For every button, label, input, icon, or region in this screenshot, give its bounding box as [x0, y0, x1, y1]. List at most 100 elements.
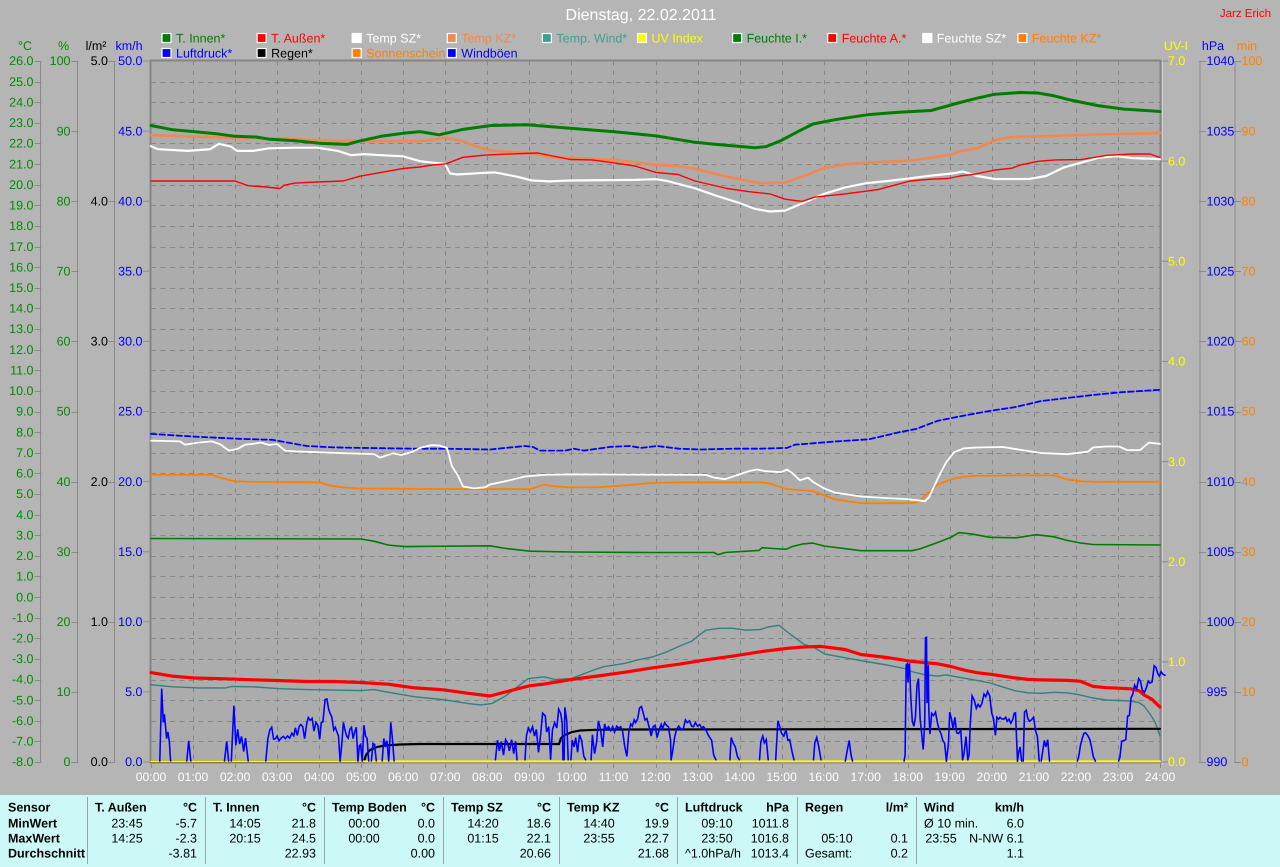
svg-text:30: 30 — [57, 545, 71, 559]
svg-text:Temp SZ: Temp SZ — [451, 801, 503, 815]
svg-text:1020: 1020 — [1207, 335, 1235, 349]
svg-text:4.0: 4.0 — [91, 194, 108, 208]
svg-text:21.0: 21.0 — [9, 157, 33, 171]
svg-text:25.0: 25.0 — [118, 405, 142, 419]
svg-text:19.0: 19.0 — [9, 199, 33, 213]
svg-text:12:00: 12:00 — [640, 770, 671, 784]
svg-text:Feuchte A.*: Feuchte A.* — [842, 32, 907, 46]
svg-text:1.0: 1.0 — [1168, 655, 1185, 669]
svg-text:0.1: 0.1 — [891, 832, 908, 846]
svg-text:-3.0: -3.0 — [12, 652, 34, 666]
svg-text:Temp KZ: Temp KZ — [567, 801, 620, 815]
svg-text:5.0: 5.0 — [16, 487, 33, 501]
svg-text:1013.4: 1013.4 — [751, 847, 789, 861]
svg-text:20: 20 — [57, 615, 71, 629]
svg-text:14.0: 14.0 — [9, 302, 33, 316]
svg-text:22.1: 22.1 — [527, 832, 551, 846]
svg-text:-6.0: -6.0 — [12, 714, 34, 728]
svg-text:Wind: Wind — [924, 801, 954, 815]
svg-text:19:00: 19:00 — [935, 770, 966, 784]
svg-text:^1.0hPa/h: ^1.0hPa/h — [685, 847, 741, 861]
svg-text:40: 40 — [57, 475, 71, 489]
svg-text:-2.3: -2.3 — [175, 832, 197, 846]
svg-text:11.0: 11.0 — [10, 364, 33, 378]
svg-text:3.0: 3.0 — [91, 335, 108, 349]
svg-text:09:10: 09:10 — [701, 817, 732, 831]
svg-text:14:20: 14:20 — [467, 817, 498, 831]
svg-text:08:00: 08:00 — [472, 770, 503, 784]
svg-text:20.66: 20.66 — [520, 847, 551, 861]
svg-text:-2.0: -2.0 — [12, 632, 34, 646]
svg-text:24.0: 24.0 — [9, 95, 33, 109]
svg-text:02:00: 02:00 — [220, 770, 251, 784]
svg-text:1005: 1005 — [1207, 545, 1235, 559]
svg-text:09:00: 09:00 — [514, 770, 545, 784]
svg-text:0.0: 0.0 — [418, 817, 435, 831]
svg-text:4.0: 4.0 — [1168, 355, 1185, 369]
svg-text:01:15: 01:15 — [467, 832, 498, 846]
svg-text:15:00: 15:00 — [766, 770, 797, 784]
svg-text:6.0: 6.0 — [1007, 817, 1024, 831]
svg-text:13.0: 13.0 — [9, 322, 33, 336]
svg-text:l/m²: l/m² — [86, 39, 107, 53]
svg-text:22.93: 22.93 — [285, 847, 316, 861]
svg-text:30: 30 — [1242, 545, 1256, 559]
svg-text:80: 80 — [57, 194, 71, 208]
svg-text:15.0: 15.0 — [9, 281, 33, 295]
svg-text:km/h: km/h — [995, 801, 1024, 815]
svg-text:20.0: 20.0 — [9, 178, 33, 192]
svg-text:0: 0 — [1242, 755, 1249, 769]
svg-text:45.0: 45.0 — [118, 124, 142, 138]
svg-text:90: 90 — [1242, 124, 1256, 138]
svg-text:0.2: 0.2 — [891, 847, 908, 861]
svg-text:23:55: 23:55 — [583, 832, 614, 846]
svg-text:T. Außen*: T. Außen* — [271, 32, 325, 46]
svg-text:UV-I: UV-I — [1164, 39, 1188, 53]
svg-text:60: 60 — [57, 335, 71, 349]
svg-text:-7.0: -7.0 — [12, 735, 34, 749]
svg-text:-3.81: -3.81 — [169, 847, 198, 861]
svg-text:90: 90 — [57, 124, 71, 138]
svg-text:1016.8: 1016.8 — [751, 832, 789, 846]
svg-text:17:00: 17:00 — [850, 770, 881, 784]
svg-text:14:25: 14:25 — [111, 832, 142, 846]
svg-text:50.0: 50.0 — [118, 54, 142, 68]
svg-text:0.0: 0.0 — [16, 590, 33, 604]
svg-text:00:00: 00:00 — [348, 817, 379, 831]
svg-text:0: 0 — [64, 755, 71, 769]
svg-text:17.0: 17.0 — [9, 240, 33, 254]
svg-text:1030: 1030 — [1207, 194, 1235, 208]
svg-text:0.0: 0.0 — [418, 832, 435, 846]
svg-text:°C: °C — [18, 39, 32, 53]
svg-text:Temp Boden: Temp Boden — [332, 801, 407, 815]
svg-text:Feuchte I.*: Feuchte I.* — [747, 32, 808, 46]
svg-text:23:50: 23:50 — [701, 832, 732, 846]
svg-text:5.0: 5.0 — [125, 685, 142, 699]
svg-text:-4.0: -4.0 — [12, 673, 34, 687]
svg-text:20: 20 — [1242, 615, 1256, 629]
svg-text:N-NW 6.1: N-NW 6.1 — [969, 832, 1024, 846]
svg-text:10.0: 10.0 — [9, 384, 33, 398]
svg-text:°C: °C — [537, 801, 551, 815]
svg-text:12.0: 12.0 — [9, 343, 33, 357]
svg-text:07:00: 07:00 — [430, 770, 461, 784]
svg-text:2.0: 2.0 — [1168, 555, 1185, 569]
svg-text:00:00: 00:00 — [136, 770, 167, 784]
svg-text:%: % — [58, 39, 69, 53]
svg-text:01:00: 01:00 — [178, 770, 209, 784]
svg-text:Feuchte KZ*: Feuchte KZ* — [1032, 32, 1102, 46]
svg-text:°C: °C — [183, 801, 197, 815]
svg-text:14:00: 14:00 — [724, 770, 755, 784]
svg-text:00:00: 00:00 — [348, 832, 379, 846]
svg-text:50: 50 — [57, 405, 71, 419]
svg-text:05:10: 05:10 — [821, 832, 852, 846]
svg-text:06:00: 06:00 — [388, 770, 419, 784]
svg-text:-1.0: -1.0 — [12, 611, 34, 625]
svg-text:16:00: 16:00 — [808, 770, 839, 784]
svg-text:70: 70 — [1242, 265, 1256, 279]
svg-text:9.0: 9.0 — [16, 405, 33, 419]
svg-text:-8.0: -8.0 — [12, 755, 34, 769]
svg-text:Sonnenschein: Sonnenschein — [366, 47, 445, 61]
svg-text:0.00: 0.00 — [411, 847, 435, 861]
svg-text:10:00: 10:00 — [556, 770, 587, 784]
